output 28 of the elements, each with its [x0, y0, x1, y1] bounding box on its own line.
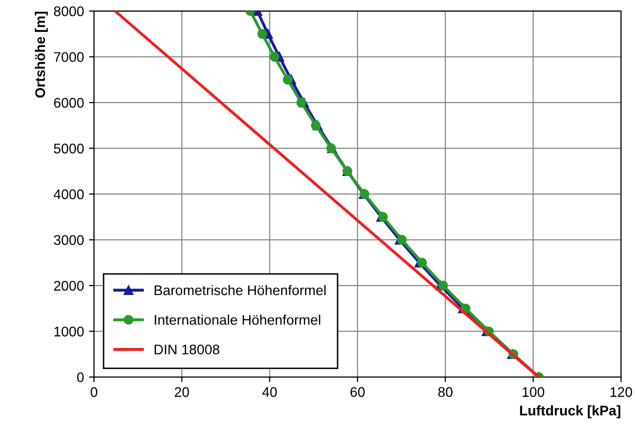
- y-tick-label: 6000: [54, 98, 84, 108]
- x-tick-label: 40: [262, 387, 277, 397]
- y-tick-label: 0: [77, 372, 84, 382]
- legend-label: Barometrische Höhenformel: [154, 284, 326, 296]
- y-tick-label: 1000: [54, 326, 84, 336]
- point: [270, 52, 280, 62]
- legend-label: DIN 18008: [154, 344, 220, 354]
- y-tick-label: 8000: [54, 6, 84, 16]
- x-tick-label: 20: [174, 387, 190, 397]
- point: [417, 258, 427, 268]
- x-tick-label: 120: [610, 387, 632, 397]
- x-tick-label: 60: [350, 387, 365, 397]
- legend-label: Internationale Höhenformel: [154, 314, 320, 325]
- x-tick-label: 80: [438, 387, 453, 397]
- y-tick-label: 2000: [54, 280, 84, 291]
- y-tick-label: 3000: [54, 235, 84, 245]
- y-tick-label: 7000: [54, 52, 84, 62]
- x-tick-label: 100: [522, 387, 544, 397]
- point: [257, 29, 268, 39]
- point: [282, 74, 293, 85]
- point: [397, 234, 407, 245]
- x-axis-title: Luftdruck [kPa]: [520, 405, 620, 418]
- y-tick-label: 5000: [54, 144, 84, 154]
- y-axis-title: Ortshöhe [m]: [34, 12, 48, 98]
- y-tick-label: 4000: [54, 189, 84, 200]
- x-tick-label: 0: [90, 387, 98, 397]
- point: [438, 280, 448, 290]
- point: [296, 98, 306, 108]
